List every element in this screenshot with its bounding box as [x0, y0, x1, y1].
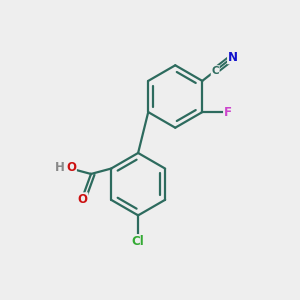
Text: F: F [224, 106, 232, 118]
Text: Cl: Cl [132, 235, 145, 248]
Text: C: C [212, 66, 219, 76]
Text: O: O [78, 193, 88, 206]
Text: H: H [55, 161, 65, 174]
Text: N: N [228, 51, 238, 64]
Text: O: O [66, 161, 76, 174]
